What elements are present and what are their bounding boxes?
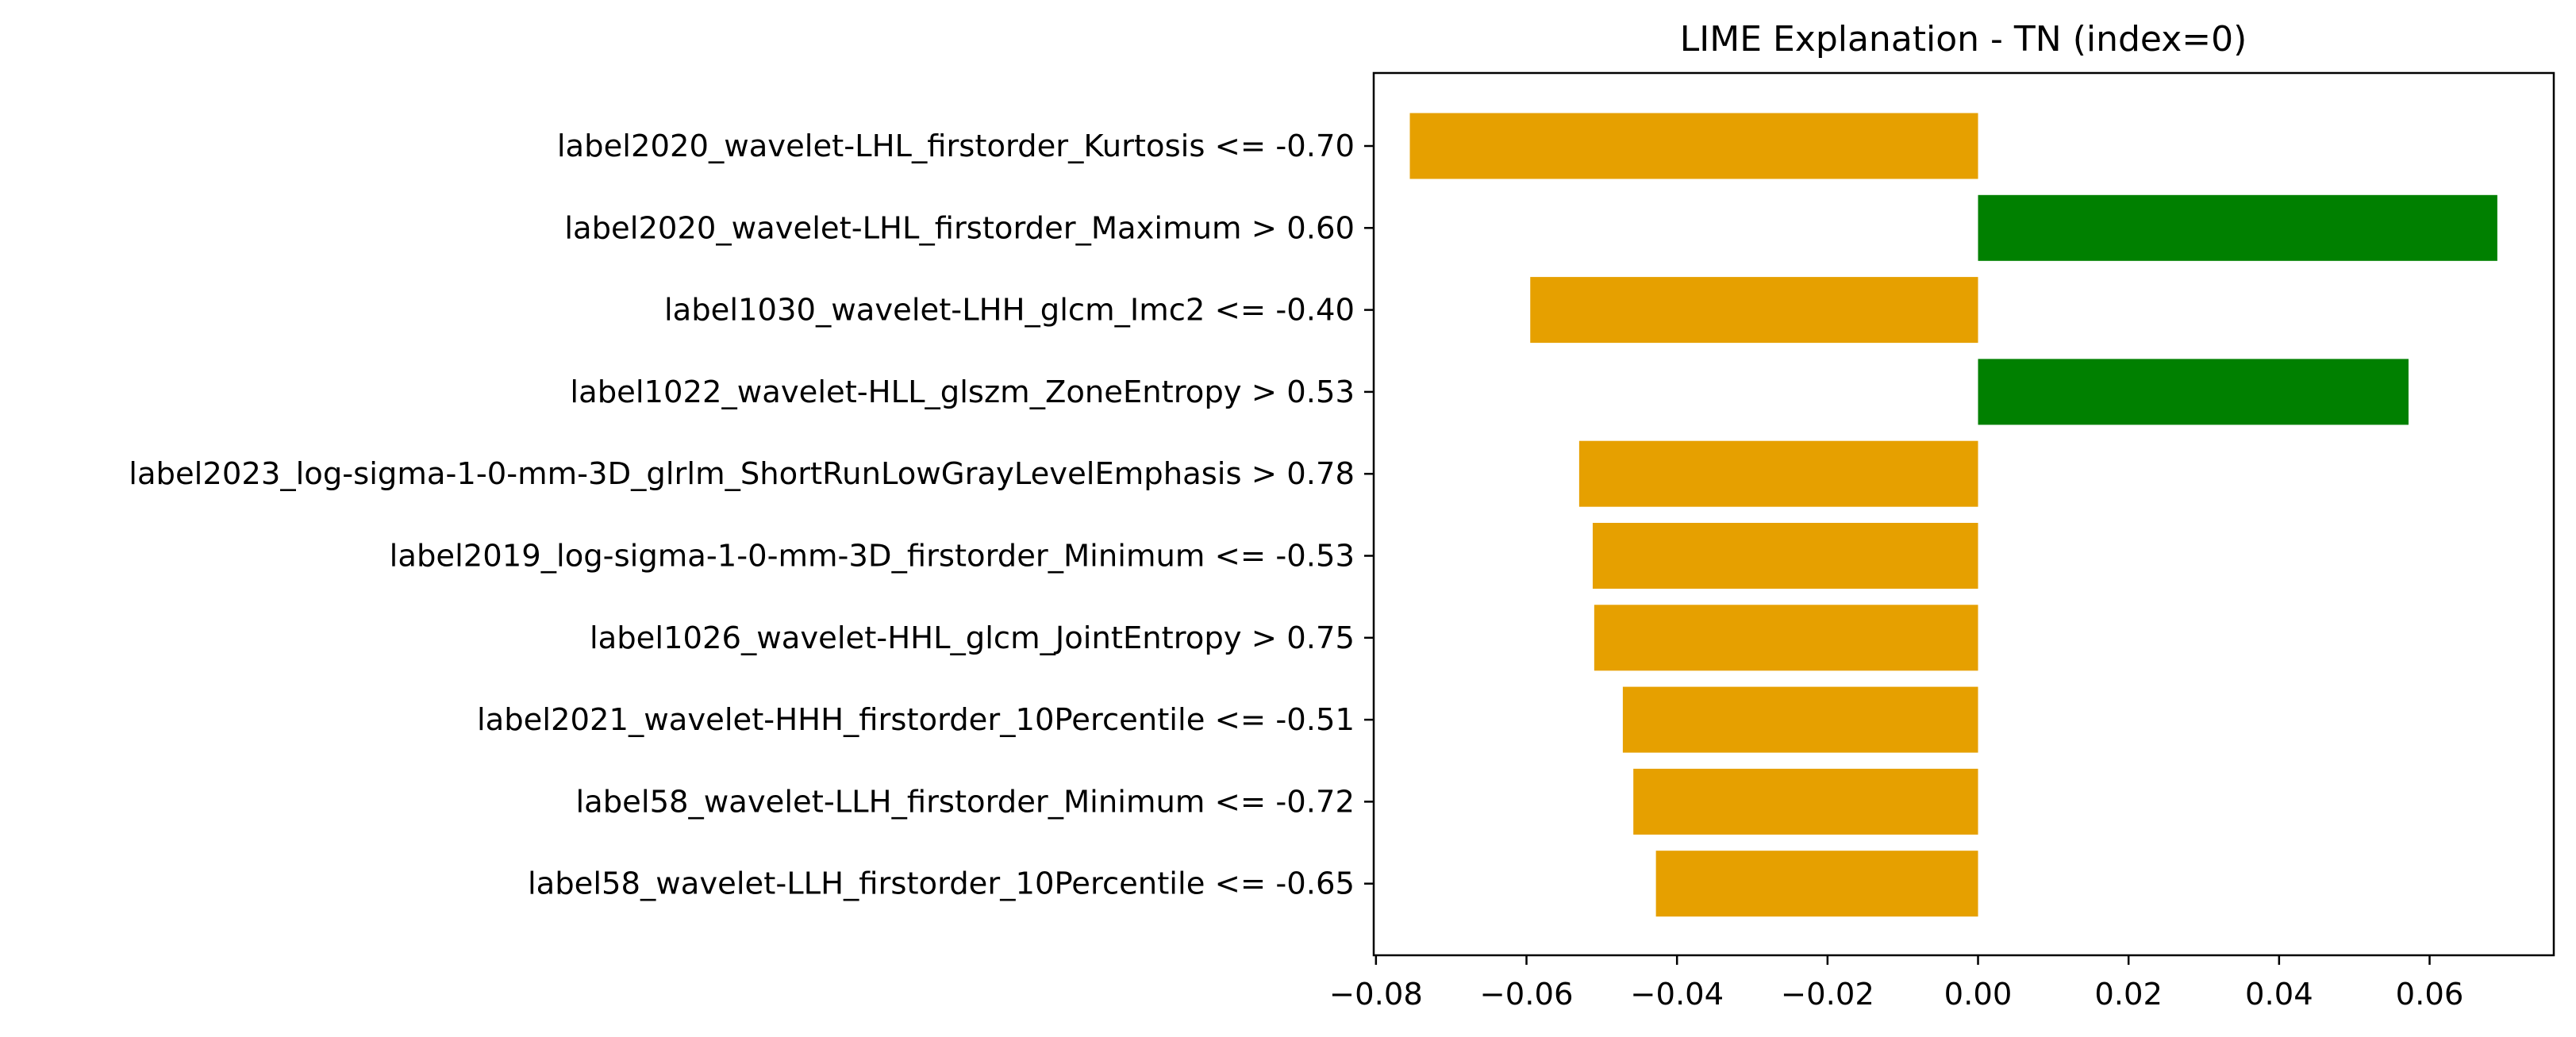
x-tick-label: −0.04 xyxy=(1630,977,1724,1012)
x-tick-label: −0.02 xyxy=(1781,977,1874,1012)
bar-1 xyxy=(1978,194,2497,261)
bar-7 xyxy=(1622,686,1978,753)
bar-4 xyxy=(1578,440,1978,507)
x-tick-label: −0.06 xyxy=(1480,977,1574,1012)
bar-5 xyxy=(1592,523,1978,589)
x-tick-label: 0.06 xyxy=(2396,977,2464,1012)
y-tick-label: label1026_wavelet-HHL_glcm_JointEntropy … xyxy=(590,620,1355,656)
y-tick-label: label2020_wavelet-LHL_firstorder_Maximum… xyxy=(564,210,1355,246)
y-tick-labels: label2020_wavelet-LHL_firstorder_Kurtosi… xyxy=(129,129,1374,902)
y-tick-label: label2019_log-sigma-1-0-mm-3D_firstorder… xyxy=(390,539,1355,574)
x-tick-label: 0.04 xyxy=(2245,977,2313,1012)
x-tick-label: 0.02 xyxy=(2094,977,2163,1012)
x-tick-label: 0.00 xyxy=(1944,977,2013,1012)
y-tick-label: label2023_log-sigma-1-0-mm-3D_glrlm_Shor… xyxy=(129,456,1355,492)
chart-title: LIME Explanation - TN (index=0) xyxy=(1680,19,2247,60)
bar-8 xyxy=(1633,768,1978,835)
bars-layer xyxy=(1409,113,2497,917)
y-tick-label: label2020_wavelet-LHL_firstorder_Kurtosi… xyxy=(557,129,1355,164)
bar-2 xyxy=(1530,277,1978,344)
bar-3 xyxy=(1978,359,2409,425)
plot-frame xyxy=(1372,71,2555,957)
y-tick-label: label1030_wavelet-LHH_glcm_Imc2 <= -0.40 xyxy=(664,293,1355,328)
bar-9 xyxy=(1655,851,1978,917)
x-axis: −0.08 −0.06 −0.04 −0.02 0.00 0.02 0.04 0.06 xyxy=(1329,955,2464,1012)
y-tick-label: label58_wavelet-LLH_firstorder_10Percent… xyxy=(528,866,1355,902)
y-tick-label: label2021_wavelet-HHH_firstorder_10Perce… xyxy=(477,702,1355,738)
bar-6 xyxy=(1594,605,1978,671)
bar-0 xyxy=(1409,113,1978,179)
y-tick-label: label58_wavelet-LLH_firstorder_Minimum <… xyxy=(575,784,1355,820)
y-tick-label: label1022_wavelet-HLL_glszm_ZoneEntropy … xyxy=(570,374,1355,410)
x-tick-label: −0.08 xyxy=(1329,977,1423,1012)
